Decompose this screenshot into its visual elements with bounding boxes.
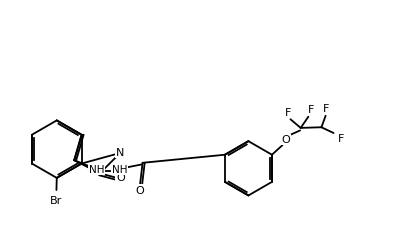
Text: Br: Br [50,195,62,205]
Text: O: O [281,135,290,145]
Text: NH: NH [112,164,128,174]
Text: O: O [135,185,144,195]
Text: F: F [285,107,291,117]
Text: F: F [323,104,330,114]
Text: N: N [116,148,124,158]
Text: NH: NH [89,164,104,174]
Text: O: O [116,172,125,182]
Text: F: F [308,105,314,115]
Text: F: F [337,134,344,144]
